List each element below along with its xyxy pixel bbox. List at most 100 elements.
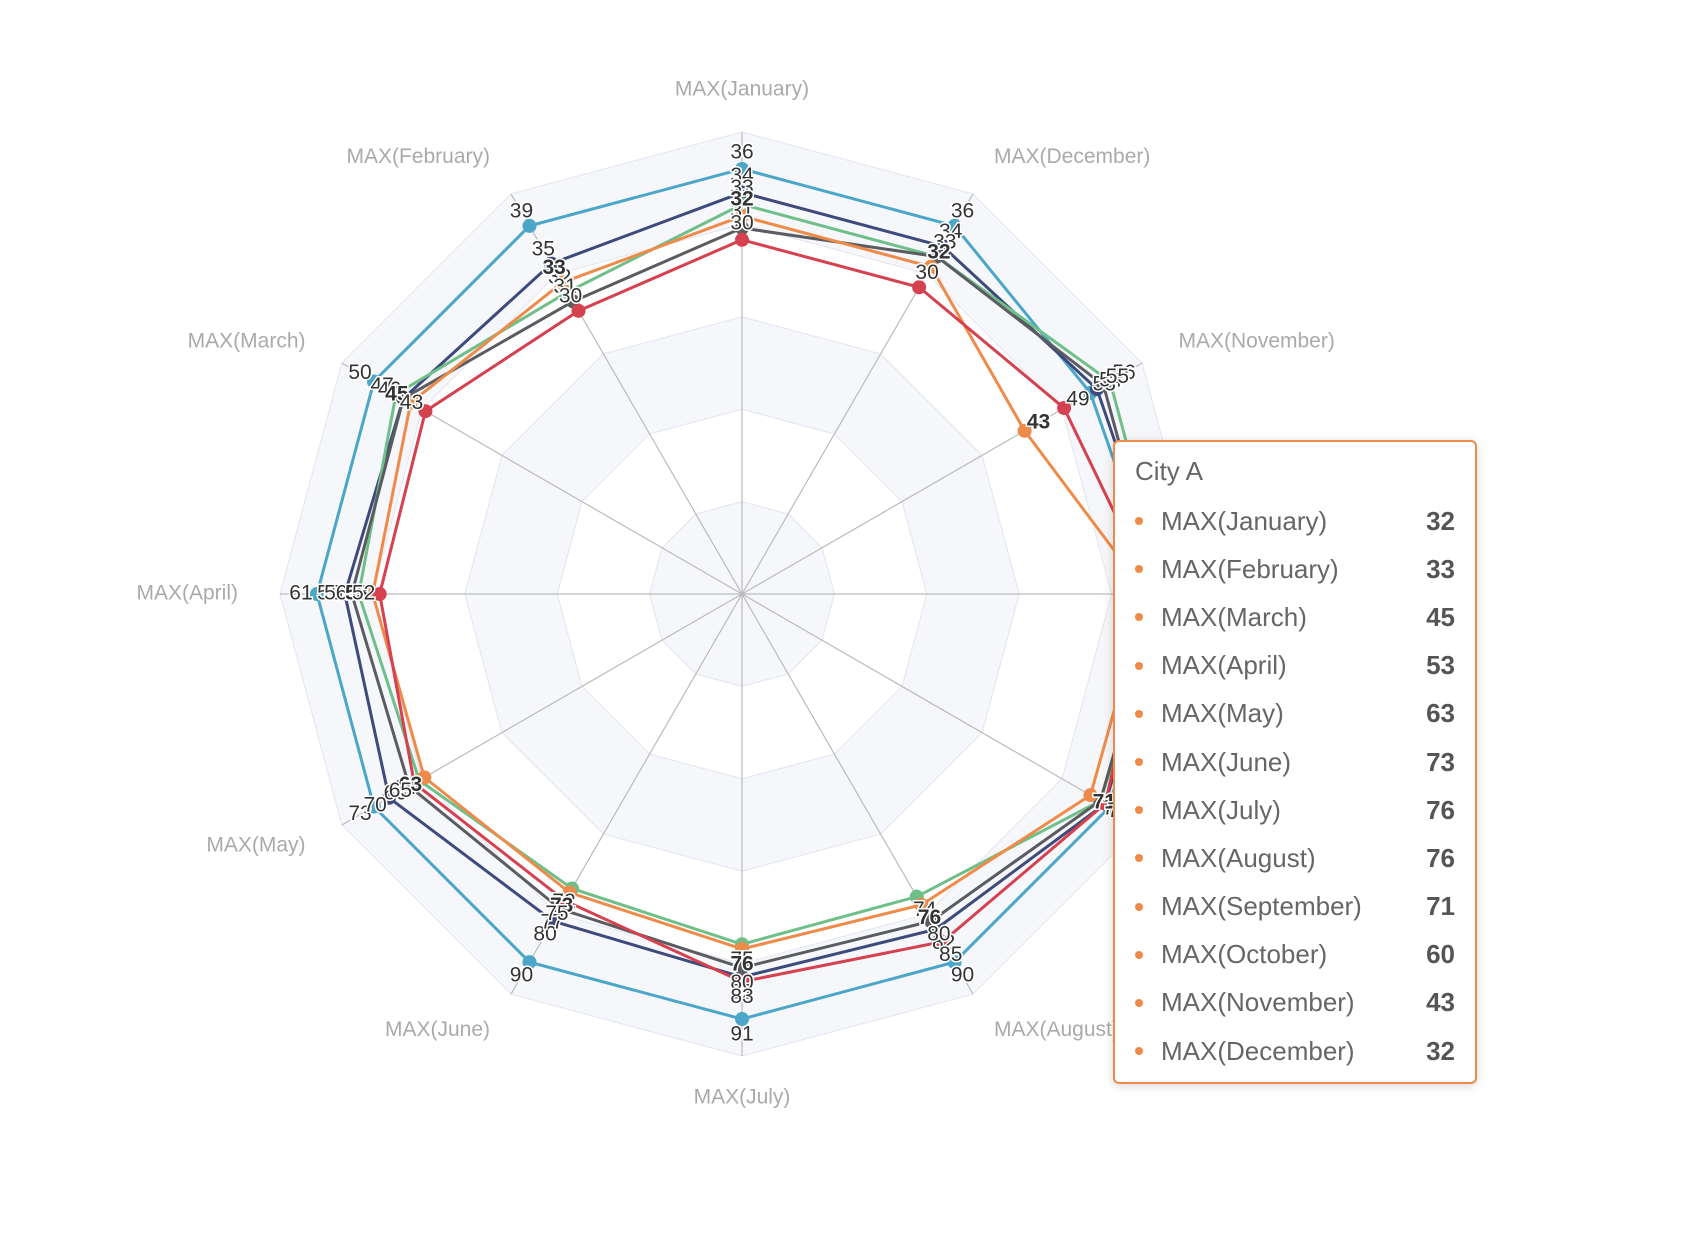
data-label: 30 xyxy=(730,211,753,234)
tooltip-dot xyxy=(1135,661,1143,670)
axis-label: MAX(February) xyxy=(346,145,490,168)
data-label: 49 xyxy=(1066,388,1089,411)
data-label: 76 xyxy=(918,906,941,929)
point xyxy=(522,955,537,970)
tooltip-rows: MAX(January) 32 MAX(February) 33 MAX(March) 4… xyxy=(1135,497,1455,1075)
data-label: 36 xyxy=(730,141,753,164)
data-label: 33 xyxy=(933,230,956,253)
tooltip-label: MAX(March) xyxy=(1161,601,1307,632)
tooltip-row: MAX(February) 33 xyxy=(1135,545,1455,593)
point xyxy=(935,239,950,254)
data-label: 57 xyxy=(317,582,340,605)
data-label: 33 xyxy=(542,256,565,279)
tooltip-value: 73 xyxy=(1426,746,1455,777)
tooltip-dot xyxy=(1135,902,1143,911)
tooltip-label: MAX(October) xyxy=(1161,939,1328,970)
point xyxy=(735,161,749,176)
data-label: 34 xyxy=(730,164,754,187)
point xyxy=(735,185,749,200)
point xyxy=(929,249,944,264)
tooltip-dot xyxy=(1135,613,1143,622)
point xyxy=(544,256,559,271)
data-label: 80 xyxy=(533,923,556,946)
data-label: 72 xyxy=(552,890,575,913)
data-label: 35 xyxy=(532,237,555,260)
tooltip-row: MAX(January) 32 xyxy=(1135,497,1455,545)
tooltip-row: MAX(July) 76 xyxy=(1135,786,1455,834)
tooltip-label: MAX(August) xyxy=(1161,842,1316,873)
tooltip-row: MAX(May) 63 xyxy=(1135,690,1455,738)
data-label: 77 xyxy=(540,910,563,933)
tooltip-value: 33 xyxy=(1426,553,1455,584)
point xyxy=(403,395,418,410)
point xyxy=(557,893,572,908)
tooltip-dot xyxy=(1135,950,1143,959)
tooltip-row: MAX(April) 53 xyxy=(1135,642,1455,690)
point xyxy=(735,232,749,247)
tooltip-value: 45 xyxy=(1426,601,1455,632)
data-label: 32 xyxy=(927,240,950,263)
point xyxy=(407,776,422,791)
tooltip-row: MAX(August) 76 xyxy=(1135,834,1455,882)
data-label: 32 xyxy=(730,188,753,211)
tooltip-row: MAX(March) 45 xyxy=(1135,593,1455,641)
tooltip-dot xyxy=(1135,806,1143,815)
axis-label: MAX(June) xyxy=(385,1018,490,1041)
data-label: 43 xyxy=(400,391,423,414)
data-label: 65 xyxy=(389,779,412,802)
axis-label: MAX(August) xyxy=(994,1018,1119,1041)
point xyxy=(366,374,381,389)
point xyxy=(1098,796,1113,811)
data-label: 46 xyxy=(378,378,401,401)
point xyxy=(923,914,938,929)
point xyxy=(546,914,561,929)
data-label: 73 xyxy=(348,802,371,825)
tooltip-label: MAX(May) xyxy=(1161,698,1284,729)
axis-label: MAX(May) xyxy=(206,834,305,857)
point xyxy=(923,259,938,274)
data-label: 82 xyxy=(932,931,955,954)
data-label: 54 xyxy=(1099,369,1123,392)
data-label: 30 xyxy=(559,285,582,308)
axis-label: MAX(July) xyxy=(694,1086,791,1109)
tooltip-value: 60 xyxy=(1426,939,1455,970)
tooltip-row: MAX(September) 71 xyxy=(1135,883,1455,931)
tooltip-row: MAX(December) 32 xyxy=(1135,1027,1455,1075)
tooltip-dot xyxy=(1135,517,1143,526)
data-label: 55 xyxy=(331,582,354,605)
point xyxy=(1017,423,1032,438)
point xyxy=(735,941,749,956)
data-label: 33 xyxy=(933,230,956,253)
data-label: 85 xyxy=(939,943,962,966)
data-label: 80 xyxy=(927,923,950,946)
data-label: 73 xyxy=(550,894,573,917)
point xyxy=(382,790,397,805)
point xyxy=(947,218,962,233)
tooltip-label: MAX(September) xyxy=(1161,891,1362,922)
tooltip-dot xyxy=(1135,854,1143,863)
data-label: 36 xyxy=(951,200,974,223)
data-label: 50 xyxy=(348,361,371,384)
tooltip-value: 53 xyxy=(1426,650,1455,681)
tooltip-label: MAX(November) xyxy=(1161,987,1355,1018)
point xyxy=(735,960,749,975)
axis-label: MAX(April) xyxy=(136,582,238,605)
data-label: 61 xyxy=(289,582,312,605)
tooltip-label: MAX(June) xyxy=(1161,746,1292,777)
point xyxy=(914,897,929,912)
point xyxy=(571,303,586,318)
tooltip-title: City A xyxy=(1135,456,1203,486)
point xyxy=(1096,378,1111,393)
data-label: 52 xyxy=(352,582,375,605)
tooltip-dot xyxy=(1135,758,1143,767)
data-label: 30 xyxy=(915,261,938,284)
tooltip-dot xyxy=(1135,709,1143,718)
point xyxy=(735,197,749,212)
point xyxy=(735,974,749,989)
point xyxy=(1057,401,1072,416)
data-label: 66 xyxy=(384,782,407,805)
data-label: 64 xyxy=(394,776,418,799)
tooltip-label: MAX(January) xyxy=(1161,505,1328,536)
tooltip-value: 43 xyxy=(1426,987,1455,1018)
